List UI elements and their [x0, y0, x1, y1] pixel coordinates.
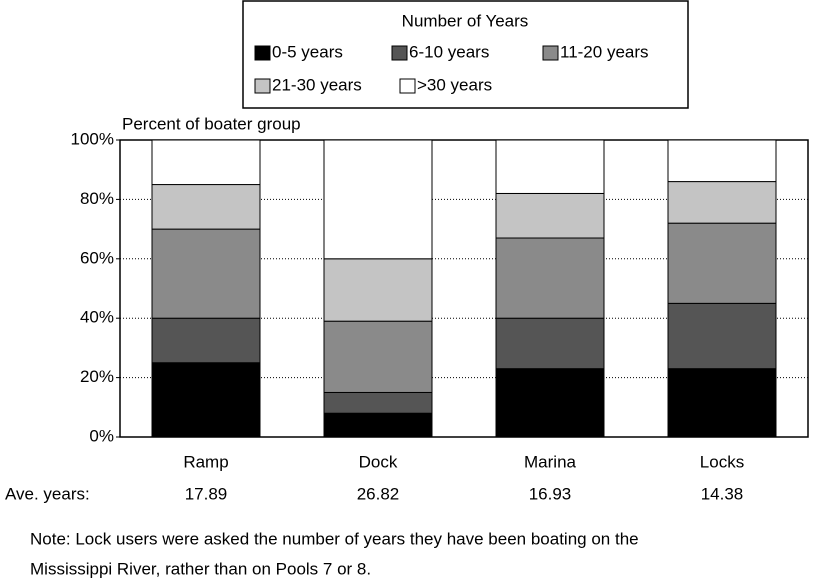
bar-segment	[323, 391, 433, 414]
y-tick-label: 40%	[80, 308, 114, 327]
legend-box	[242, 0, 689, 109]
x-tick-label: Ramp	[183, 452, 228, 471]
bar-segment	[495, 368, 605, 438]
legend-swatch	[542, 45, 559, 61]
bar-segment	[323, 412, 433, 438]
bar-segment	[495, 237, 605, 319]
legend-label: >30 years	[417, 75, 492, 94]
bar-segment	[495, 192, 605, 239]
ave-value: 14.38	[701, 484, 744, 503]
bar-segment	[151, 184, 261, 230]
ave-value: 26.82	[357, 484, 400, 503]
bar-segment	[667, 368, 777, 438]
ave-value: 16.93	[529, 484, 572, 503]
bar-segment	[667, 139, 777, 183]
x-tick-label: Marina	[524, 452, 577, 471]
legend-label: 11-20 years	[560, 42, 649, 61]
note: Mississippi River, rather than on Pools …	[30, 559, 371, 578]
bar-segment	[151, 362, 261, 438]
y-tick-label: 100%	[71, 129, 114, 148]
bar-segment	[151, 317, 261, 364]
bar-segment	[667, 181, 777, 224]
bar-segment	[495, 317, 605, 370]
bar-segment	[323, 320, 433, 393]
plot-frame	[119, 139, 809, 438]
x-tick-label: Dock	[359, 452, 398, 471]
bar-segment	[323, 258, 433, 322]
ave-label: Ave. years:	[5, 484, 90, 503]
legend-label: 0-5 years	[272, 42, 343, 61]
note: Note: Lock users were asked the number o…	[30, 529, 639, 548]
legend-swatch	[254, 45, 271, 61]
y-tick-label: 0%	[89, 426, 114, 445]
bar-segment	[667, 222, 777, 304]
y-tick-label: 20%	[80, 367, 114, 386]
bar-segment	[151, 139, 261, 186]
x-tick-label: Locks	[700, 452, 744, 471]
y-axis-label: Percent of boater group	[122, 114, 301, 133]
bar-segment	[667, 302, 777, 370]
legend-swatch	[399, 78, 416, 94]
legend-label: 6-10 years	[409, 42, 489, 61]
y-tick-label: 80%	[80, 189, 114, 208]
legend-swatch	[391, 45, 408, 61]
legend-swatch	[254, 78, 271, 94]
bar-segment	[151, 228, 261, 319]
legend-title: Number of Years	[402, 11, 529, 30]
ave-value: 17.89	[185, 484, 228, 503]
y-tick-label: 60%	[80, 248, 114, 267]
legend-label: 21-30 years	[272, 75, 362, 94]
bar-segment	[323, 139, 433, 260]
bar-segment	[495, 139, 605, 194]
